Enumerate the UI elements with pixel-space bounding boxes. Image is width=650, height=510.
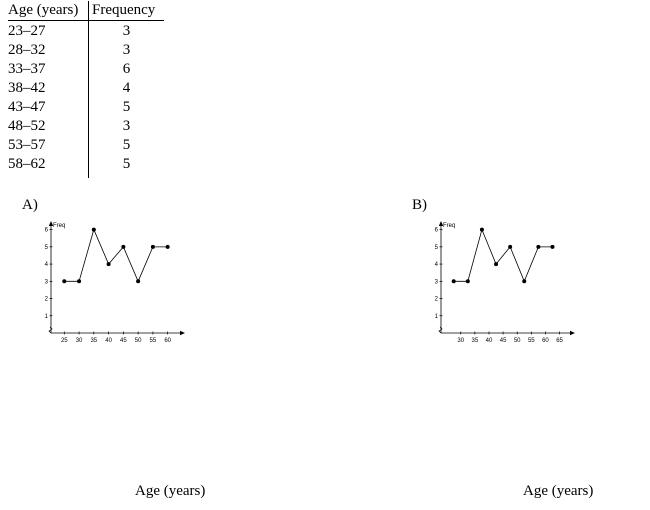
y-axis-label: Freq [53, 223, 65, 229]
data-point [508, 244, 513, 249]
age-range-cell: 58–62 [8, 155, 89, 178]
data-point [165, 244, 170, 249]
x-tick-label: 35 [90, 338, 97, 343]
table-row: 38–42 4 [8, 79, 164, 98]
axis-break [48, 326, 53, 334]
table-header-row: Age (years) Frequency [8, 1, 164, 21]
data-point [536, 244, 541, 249]
option-a-xlabel: Age (years) [135, 483, 206, 499]
data-point [522, 279, 527, 284]
y-tick-label: 5 [435, 245, 439, 251]
frequency-cell: 3 [122, 42, 131, 58]
x-tick-label: 35 [472, 338, 479, 343]
data-point [121, 244, 126, 249]
data-point [550, 244, 555, 249]
data-point [494, 262, 499, 267]
x-axis-arrow [180, 330, 185, 336]
y-tick-label: 1 [435, 314, 439, 320]
frequency-cell: 5 [122, 99, 131, 115]
table-row: 48–52 3 [8, 117, 164, 136]
x-tick-label: 50 [135, 338, 142, 343]
frequency-cell: 6 [122, 61, 131, 77]
series-line [453, 228, 553, 283]
data-point [479, 227, 484, 232]
age-range-cell: 23–27 [8, 20, 89, 41]
table-row: 28–32 3 [8, 41, 164, 60]
y-tick-label: 4 [45, 262, 49, 268]
data-point [106, 262, 111, 267]
y-axis-arrow [48, 221, 54, 226]
age-range-cell: 43–47 [8, 98, 89, 117]
data-point [62, 279, 67, 284]
x-tick-label: 45 [500, 338, 507, 343]
y-tick-label: 2 [45, 297, 49, 303]
table-row: 53–57 5 [8, 136, 164, 155]
y-tick-label: 6 [435, 228, 439, 234]
data-point [136, 279, 141, 284]
x-tick-label: 30 [76, 338, 83, 343]
data-point [150, 244, 155, 249]
y-tick-label: 1 [45, 314, 49, 320]
data-point [465, 279, 470, 284]
age-range-cell: 33–37 [8, 60, 89, 79]
frequency-cell: 3 [122, 23, 131, 39]
option-b-label: B) [412, 197, 427, 213]
data-point [91, 227, 96, 232]
frequency-cell: 3 [122, 118, 131, 134]
table-body: 23–27 3 28–32 3 33–37 6 38–42 4 43–47 5 48–52 3 53–5… [8, 20, 164, 178]
age-range-cell: 48–52 [8, 117, 89, 136]
series-line [64, 228, 168, 283]
x-tick-label: 40 [105, 338, 112, 343]
x-tick-label: 30 [457, 338, 464, 343]
y-tick-label: 2 [435, 297, 439, 303]
table-row: 43–47 5 [8, 98, 164, 117]
y-axis-label: Freq [443, 223, 455, 229]
x-tick-label: 40 [486, 338, 493, 343]
x-tick-label: 45 [120, 338, 127, 343]
x-tick-label: 60 [542, 338, 549, 343]
x-tick-label: 55 [528, 338, 535, 343]
frequency-table: Age (years) Frequency 23–27 3 28–32 3 33–37 6… [8, 1, 164, 178]
x-tick-label: 60 [164, 338, 171, 343]
x-axis-arrow [570, 330, 575, 336]
frequency-cell: 4 [122, 80, 131, 96]
data-point [77, 279, 82, 284]
age-range-cell: 53–57 [8, 136, 89, 155]
age-range-cell: 28–32 [8, 41, 89, 60]
table-row: 33–37 6 [8, 60, 164, 79]
y-tick-label: 3 [45, 279, 49, 285]
y-tick-label: 4 [435, 262, 439, 268]
x-tick-label: 65 [556, 338, 563, 343]
y-tick-label: 6 [45, 228, 49, 234]
data-point [451, 279, 456, 284]
x-tick-label: 50 [514, 338, 521, 343]
age-range-cell: 38–42 [8, 79, 89, 98]
frequency-cell: 5 [122, 156, 131, 172]
axis-break [438, 326, 443, 334]
x-tick-label: 55 [150, 338, 157, 343]
option-a-label: A) [22, 197, 38, 213]
y-axis-arrow [438, 221, 444, 226]
option-b-xlabel: Age (years) [523, 483, 594, 499]
frequency-cell: 5 [122, 137, 131, 153]
y-tick-label: 3 [435, 279, 439, 285]
table-row: 58–62 5 [8, 155, 164, 178]
table-row: 23–27 3 [8, 20, 164, 41]
age-column-header: Age (years) [8, 1, 89, 21]
x-tick-label: 25 [61, 338, 68, 343]
frequency-column-header: Frequency [88, 1, 164, 21]
y-tick-label: 5 [45, 245, 49, 251]
